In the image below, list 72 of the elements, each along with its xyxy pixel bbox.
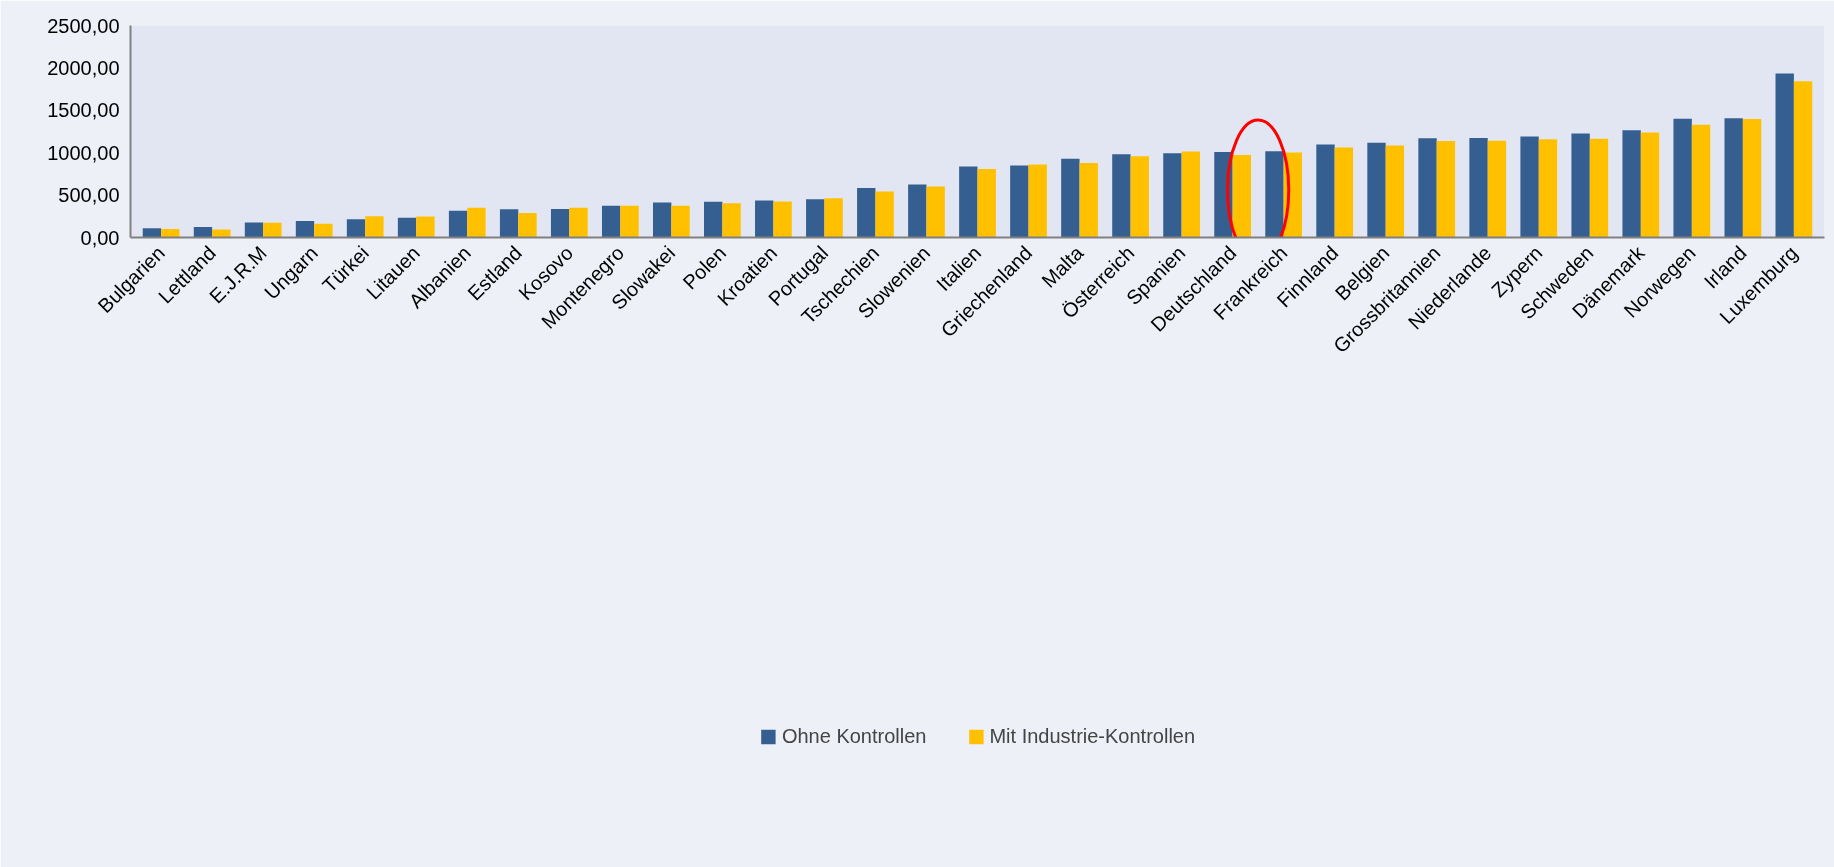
bar (959, 166, 978, 238)
y-tick-label: 1500,00 (47, 99, 120, 122)
bar (193, 226, 213, 238)
y-tick-label: 1000,00 (47, 141, 120, 164)
bar (263, 222, 282, 238)
bar (671, 205, 690, 238)
bar (1571, 133, 1590, 238)
bar (1181, 151, 1200, 238)
bar (518, 212, 537, 238)
bar (1130, 156, 1149, 238)
bar (467, 207, 486, 238)
bar (755, 200, 774, 238)
bar (652, 202, 672, 238)
bar (1469, 138, 1488, 238)
y-tick-label: 2000,00 (47, 56, 120, 79)
bar (1265, 151, 1284, 238)
bar (1334, 147, 1354, 238)
bar (704, 201, 723, 238)
bar (212, 229, 231, 238)
bar (569, 207, 588, 238)
bar (1673, 118, 1692, 238)
bar (1028, 164, 1047, 238)
bar (926, 186, 945, 238)
bar (773, 201, 792, 238)
bar (875, 191, 894, 238)
bar (1010, 165, 1029, 238)
y-tick-label: 500,00 (58, 184, 120, 207)
bar (448, 210, 468, 238)
bar (1316, 144, 1335, 238)
bar (1520, 136, 1539, 238)
bar (1367, 142, 1386, 238)
bar (314, 223, 333, 238)
y-tick-label: 0,00 (80, 226, 120, 249)
bar (295, 220, 315, 238)
y-tick-label: 2500,00 (47, 14, 120, 37)
bar (977, 168, 996, 238)
bar (1385, 145, 1405, 238)
bar (824, 198, 843, 238)
bar (161, 229, 180, 238)
bar (601, 205, 621, 238)
bar (1742, 118, 1762, 238)
bar (499, 209, 519, 238)
bar (1775, 73, 1794, 238)
bar (1724, 118, 1743, 238)
bar (1640, 132, 1660, 238)
legend-label: Mit Industrie-Kontrollen (989, 724, 1196, 748)
bar (1793, 81, 1813, 238)
bar (1163, 153, 1182, 238)
bar (1538, 139, 1558, 238)
bar (1061, 158, 1080, 238)
bar (1487, 140, 1507, 238)
bar (722, 203, 741, 238)
bar (365, 216, 384, 238)
legend-label: Ohne Kontrollen (781, 724, 927, 748)
bar (244, 222, 264, 238)
bar (346, 219, 366, 238)
bar (1418, 138, 1437, 238)
bar (1622, 130, 1641, 238)
bar (1436, 141, 1456, 238)
bar (397, 217, 417, 238)
bar (416, 216, 435, 238)
bar (1112, 154, 1131, 238)
bar (620, 205, 639, 238)
bar (908, 184, 927, 238)
bar (1079, 162, 1098, 238)
bar (857, 187, 876, 238)
bar (1691, 124, 1711, 238)
bar (1589, 138, 1609, 238)
bar (142, 228, 162, 238)
bar (806, 199, 825, 238)
bar (1232, 154, 1251, 238)
bar (550, 209, 570, 238)
